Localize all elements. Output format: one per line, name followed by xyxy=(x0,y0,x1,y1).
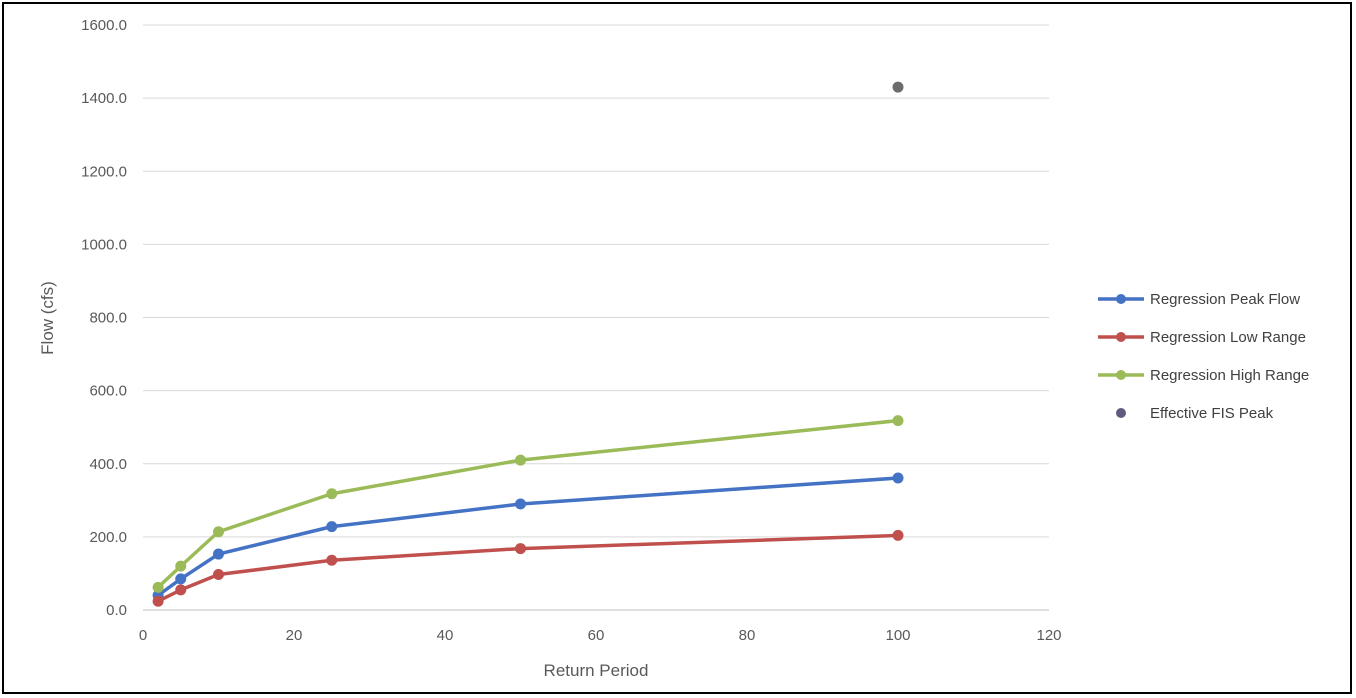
x-axis-title: Return Period xyxy=(544,661,649,680)
regression-peak-flow-point xyxy=(175,573,187,585)
regression-low-range-point xyxy=(892,529,904,541)
regression-high-range-series xyxy=(152,415,904,593)
y-tick-label: 400.0 xyxy=(89,456,127,473)
gridlines xyxy=(143,24,1049,611)
regression-low-range-point xyxy=(152,595,164,607)
y-tick-label: 800.0 xyxy=(89,310,127,327)
regression-high-range-point xyxy=(892,415,904,427)
effective-fis-peak-series xyxy=(892,81,904,93)
regression-low-range-line xyxy=(157,533,899,603)
x-tick-label: 120 xyxy=(1036,627,1061,644)
legend-item: Regression Peak Flow xyxy=(1098,291,1300,308)
regression-peak-flow-point xyxy=(515,498,526,510)
legend-item: Regression Low Range xyxy=(1098,329,1306,346)
y-tick-label: 200.0 xyxy=(89,529,127,546)
regression-peak-flow-point xyxy=(213,548,224,560)
x-tick-label: 0 xyxy=(139,627,147,644)
regression-low-range-point xyxy=(213,569,224,581)
y-tick-label: 600.0 xyxy=(89,383,127,400)
regression-high-range-point xyxy=(515,454,526,466)
y-tick-label: 1000.0 xyxy=(81,236,127,253)
regression-high-range-point xyxy=(213,526,224,538)
series-group xyxy=(152,81,904,607)
x-tick-label: 80 xyxy=(739,627,756,644)
legend-label: Effective FIS Peak xyxy=(1150,405,1274,422)
effective-fis-peak-point xyxy=(892,81,904,93)
y-tick-label: 1200.0 xyxy=(81,163,127,180)
legend-item: Effective FIS Peak xyxy=(1116,405,1274,422)
regression-high-range-point xyxy=(326,488,338,500)
regression-high-range-point xyxy=(175,560,187,572)
y-tick-label: 1600.0 xyxy=(81,17,127,34)
legend-marker xyxy=(1116,332,1126,342)
y-tick-label: 1400.0 xyxy=(81,90,127,107)
legend-label: Regression Low Range xyxy=(1150,329,1306,346)
regression-low-range-point xyxy=(175,584,187,596)
regression-low-range-series xyxy=(152,529,904,607)
regression-low-range-point xyxy=(515,543,526,555)
x-tick-label: 100 xyxy=(885,627,910,644)
regression-peak-flow-series xyxy=(152,472,904,601)
regression-high-range-point xyxy=(152,581,164,593)
regression-low-range-point xyxy=(326,554,338,566)
x-tick-label: 40 xyxy=(437,627,454,644)
x-tick-labels: 0 20 40 60 80 100 120 xyxy=(139,627,1062,644)
y-tick-labels: 0.0 200.0 400.0 600.0 800.0 1000.0 1200.0 1400.… xyxy=(81,17,127,619)
x-tick-label: 20 xyxy=(286,627,303,644)
regression-peak-flow-point xyxy=(326,521,338,533)
x-tick-label: 60 xyxy=(588,627,605,644)
legend-label: Regression Peak Flow xyxy=(1150,291,1300,308)
legend-marker xyxy=(1116,408,1126,418)
legend-marker xyxy=(1116,294,1126,304)
y-tick-label: 0.0 xyxy=(106,602,127,619)
regression-peak-flow-point xyxy=(892,472,904,484)
legend-marker xyxy=(1116,370,1126,380)
y-axis-title: Flow (cfs) xyxy=(38,281,57,355)
legend: Regression Peak Flow Regression Low Range… xyxy=(1098,291,1309,422)
legend-item: Regression High Range xyxy=(1098,367,1309,384)
legend-label: Regression High Range xyxy=(1150,367,1309,384)
